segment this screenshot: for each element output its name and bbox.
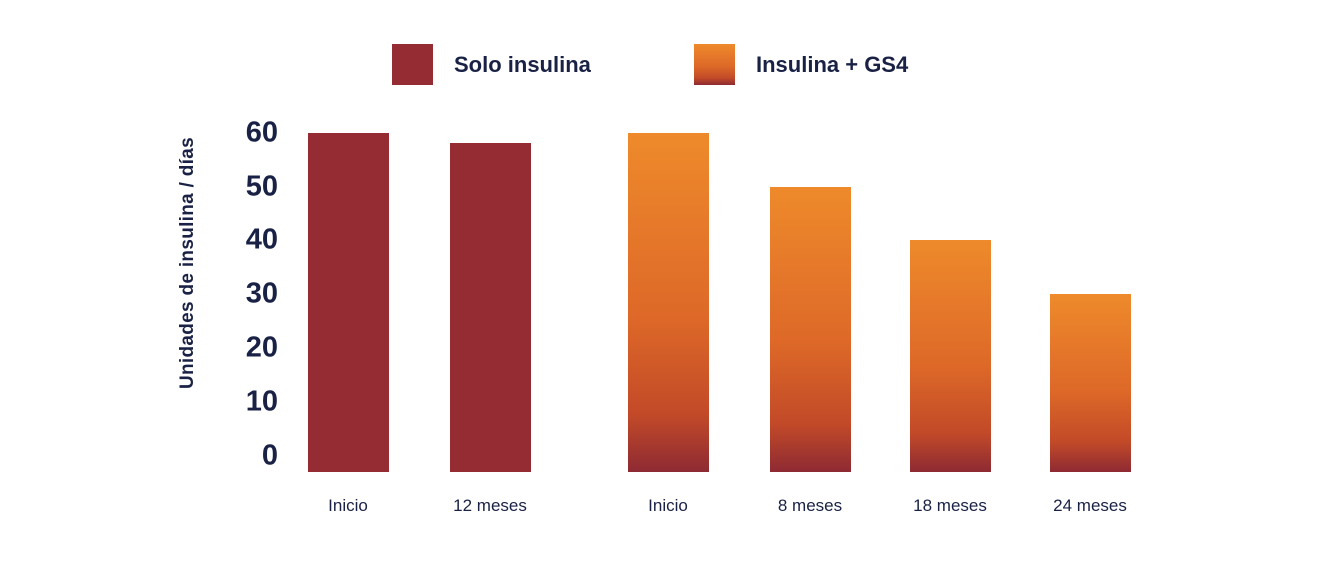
legend-item-insulina-gs4: Insulina + GS4: [694, 44, 908, 85]
bar-insulina-gs4-18-meses: [909, 240, 991, 472]
x-axis-label-insulina-gs4-18-meses: 18 meses: [913, 496, 987, 515]
y-tick-label-20: 20: [245, 331, 278, 364]
legend-item-solo-insulina: Solo insulina: [392, 44, 591, 85]
bar-insulina-gs4-8-meses: [769, 186, 851, 472]
legend-swatch-solo-insulina-icon: [392, 44, 433, 85]
legend-swatch-insulina-gs4-icon: [694, 44, 735, 85]
x-axis-label-solo-insulina-12-meses: 12 meses: [453, 496, 527, 515]
x-axis-label-insulina-gs4-8-meses: 8 meses: [777, 496, 843, 515]
y-tick-label-10: 10: [245, 385, 278, 418]
bar-insulina-gs4-24-meses: [1049, 294, 1131, 472]
x-axis-label-solo-insulina-inicio: Inicio: [328, 496, 368, 515]
x-axis-label-insulina-gs4-24-meses: 24 meses: [1053, 496, 1127, 515]
bar-solo-insulina-inicio: [307, 132, 389, 472]
legend-label-solo-insulina: Solo insulina: [454, 51, 591, 77]
y-tick-label-50: 50: [245, 170, 278, 202]
y-tick-label-60: 60: [245, 116, 278, 149]
bar-insulina-gs4-inicio: [627, 132, 709, 472]
y-axis-title: Unidades de insulina / días: [177, 137, 198, 389]
y-tick-label-40: 40: [245, 223, 278, 256]
y-tick-label-30: 30: [245, 277, 278, 310]
legend-label-insulina-gs4: Insulina + GS4: [756, 51, 909, 77]
x-axis-label-insulina-gs4-inicio: Inicio: [648, 496, 688, 515]
bar-solo-insulina-12-meses: [449, 143, 531, 472]
y-tick-label-0: 0: [261, 439, 278, 472]
